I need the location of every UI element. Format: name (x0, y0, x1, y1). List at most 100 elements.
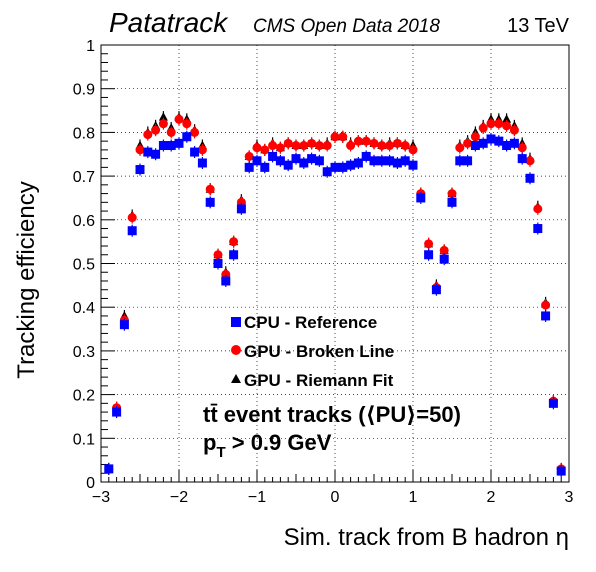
data-point-gpu-broken-line (346, 141, 356, 151)
data-point-gpu-broken-line (291, 141, 301, 151)
annotation-event-tracks: tt̄ event tracks (⟨PU⟩=50) (203, 402, 461, 427)
data-point-cpu (221, 276, 231, 286)
data-point-cpu (556, 466, 566, 476)
data-point-cpu (174, 138, 184, 148)
data-point-gpu-broken-line (197, 145, 207, 155)
data-point-cpu (190, 147, 200, 157)
data-point-gpu-riemann (502, 114, 512, 123)
legend-label-cpu: CPU - Reference (244, 313, 377, 332)
y-tick-label: 0.7 (73, 169, 95, 186)
data-point-cpu (463, 156, 473, 166)
legend-label-gpu-broken-line: GPU - Broken Line (244, 342, 394, 361)
data-point-cpu (502, 141, 512, 151)
data-point-gpu-broken-line (283, 138, 293, 148)
data-point-gpu-broken-line (330, 132, 340, 142)
data-point-cpu (548, 398, 558, 408)
data-point-cpu (252, 156, 262, 166)
data-point-cpu (197, 158, 207, 168)
data-point-gpu-broken-line (135, 145, 145, 155)
y-tick-label: 0.8 (73, 125, 95, 142)
data-point-gpu-broken-line (392, 138, 402, 148)
data-point-cpu (236, 204, 246, 214)
data-point-gpu-broken-line (470, 132, 480, 142)
data-point-gpu-broken-line (377, 141, 387, 151)
data-point-cpu (229, 250, 239, 260)
legend: CPU - Reference GPU - Broken Line GPU - … (231, 313, 394, 390)
data-point-gpu-broken-line (463, 138, 473, 148)
data-point-gpu-broken-line (151, 125, 161, 135)
data-point-cpu (346, 160, 356, 170)
y-axis-label: Tracking efficiency (13, 181, 40, 378)
data-point-gpu-broken-line (517, 143, 527, 153)
y-tick-label: 0.4 (73, 300, 95, 317)
data-point-cpu (494, 136, 504, 146)
data-point-cpu (455, 156, 465, 166)
y-tick-label: 1 (86, 38, 95, 55)
data-point-cpu (314, 156, 324, 166)
data-point-cpu (385, 156, 395, 166)
data-point-gpu-riemann (158, 112, 168, 121)
data-point-gpu-broken-line (299, 141, 309, 151)
data-point-cpu (486, 134, 496, 144)
data-point-cpu (283, 160, 293, 170)
data-point-gpu-broken-line (322, 141, 332, 151)
data-point-cpu (135, 165, 145, 175)
data-point-cpu (533, 224, 543, 234)
data-point-gpu-broken-line (541, 300, 551, 310)
data-point-gpu-broken-line (447, 189, 457, 199)
data-point-gpu-broken-line (408, 145, 418, 155)
data-point-gpu-broken-line (385, 141, 395, 151)
data-point-gpu-broken-line (260, 145, 270, 155)
data-point-gpu-broken-line (244, 151, 254, 161)
data-point-gpu-broken-line (314, 141, 324, 151)
data-point-cpu (244, 162, 254, 172)
annotation-pt-subscript: T (216, 444, 225, 461)
y-tick-label: 0 (86, 475, 95, 492)
data-point-gpu-broken-line (533, 204, 543, 214)
data-point-gpu-broken-line (486, 119, 496, 129)
legend-label-gpu-riemann: GPU - Riemann Fit (244, 371, 394, 390)
x-tick-label: −2 (170, 489, 188, 506)
data-point-gpu-broken-line (400, 141, 410, 151)
y-tick-labels: 0 0.1 0.2 0.3 0.4 0.5 0.6 0.7 0.8 0.9 1 (73, 38, 95, 492)
data-point-cpu (392, 158, 402, 168)
data-point-gpu-broken-line (158, 119, 168, 129)
data-point-cpu (377, 156, 387, 166)
data-point-gpu-broken-line (509, 125, 519, 135)
x-tick-label: 2 (487, 489, 496, 506)
data-point-cpu (166, 141, 176, 151)
chart-title: Patatrack (109, 7, 229, 38)
data-point-gpu-broken-line (205, 184, 215, 194)
data-point-gpu-broken-line (338, 132, 348, 142)
y-tick-label: 0.5 (73, 257, 95, 274)
data-point-cpu (143, 147, 153, 157)
legend-marker-gpu-broken-line (231, 345, 241, 355)
data-point-gpu-broken-line (127, 213, 137, 223)
y-tick-label: 0.3 (73, 344, 95, 361)
annotation-pt-suffix: > 0.9 GeV (226, 430, 332, 455)
data-point-gpu-broken-line (166, 127, 176, 137)
data-point-cpu (369, 156, 379, 166)
data-point-gpu-broken-line (525, 156, 535, 166)
data-point-gpu-broken-line (455, 143, 465, 153)
data-point-gpu-broken-line (174, 114, 184, 124)
data-point-gpu-broken-line (361, 136, 371, 146)
data-point-gpu-broken-line (268, 141, 278, 151)
x-tick-label: −1 (248, 489, 266, 506)
data-point-cpu (127, 226, 137, 236)
data-point-cpu (299, 158, 309, 168)
data-point-cpu (268, 151, 278, 161)
data-point-cpu (330, 162, 340, 172)
x-tick-label: −3 (92, 489, 110, 506)
data-point-cpu (307, 154, 317, 164)
data-point-gpu-broken-line (143, 130, 153, 140)
x-axis-label: Sim. track from B hadron η (284, 524, 569, 551)
data-point-cpu (260, 162, 270, 172)
data-point-gpu-broken-line (229, 237, 239, 247)
x-tick-label: 0 (331, 489, 340, 506)
data-point-cpu (439, 254, 449, 264)
data-point-cpu (408, 160, 418, 170)
data-point-cpu (447, 197, 457, 207)
data-point-cpu (541, 311, 551, 321)
data-point-cpu (416, 193, 426, 203)
